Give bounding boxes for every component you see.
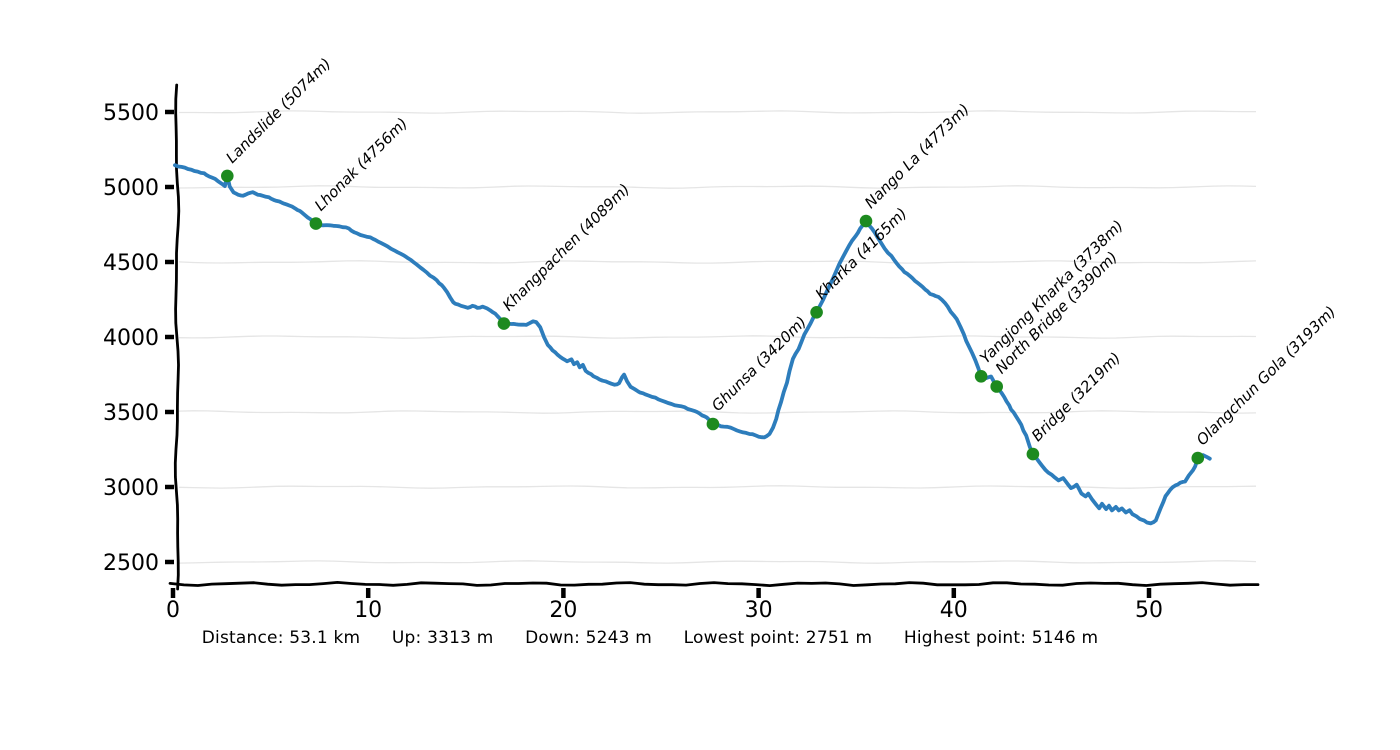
waypoint-label-7: Yangjong Kharka (3738m) [976,217,1127,368]
waypoint-dot-8 [990,380,1003,393]
waypoint-dot-10 [1191,451,1205,465]
waypoint-label-4: Ghunsa (3420m) [708,313,810,415]
y-axis-spine [173,83,181,591]
waypoint-label-10: Olangchun Gola (3193m) [1193,302,1339,448]
y-tick-label-5500: 5500 [103,101,159,126]
waypoint-dot-6 [859,214,873,228]
gridline-5000 [178,185,1257,189]
waypoint-label-3: Khangpachen (4089m) [499,180,633,314]
x-tick-label-0: 0 [166,598,180,623]
stat-distance: Distance: 53.1 km [201,628,361,648]
waypoint-dot-7 [974,370,988,383]
waypoint-label-2: Lhonak (4756m) [311,114,411,214]
waypoint-dot-4 [706,417,720,431]
waypoint-dot-2 [309,217,323,230]
waypoint-label-9: Bridge (3219m) [1028,349,1124,445]
y-tick-label-4500: 4500 [103,251,159,276]
y-tick-label-5000: 5000 [103,176,159,201]
stat-down: Down: 5243 m [525,628,653,648]
stat-highest-point: Highest point: 5146 m [903,628,1099,648]
waypoint-label-1: Landslide (5074m) [222,54,334,166]
gridline-3000 [178,485,1257,489]
waypoint-dot-9 [1026,447,1040,461]
y-tick-label-2500: 2500 [103,551,159,576]
y-tick-label-4000: 4000 [103,326,159,351]
x-tick-label-40: 40 [940,598,968,623]
gridline-2500 [178,560,1257,564]
waypoint-dot-1 [221,169,234,183]
x-tick-label-30: 30 [745,598,773,623]
gridline-4500 [178,260,1257,264]
stat-up: Up: 3313 m [391,628,494,648]
waypoint-dot-5 [810,306,823,319]
x-tick-label-50: 50 [1135,598,1163,623]
x-tick-label-20: 20 [549,598,577,623]
x-tick-label-10: 10 [354,598,382,623]
y-tick-label-3000: 3000 [103,476,159,501]
stat-lowest-point: Lowest point: 2751 m [683,628,873,648]
waypoint-dot-3 [497,317,511,330]
gridline-5500 [179,110,1256,114]
waypoint-label-6: Nango La (4773m) [861,100,973,212]
x-axis-spine [168,580,1260,588]
elevation-line [173,163,1212,526]
gridline-3500 [178,410,1257,414]
stats-bar: Distance: 53.1 km Up: 3313 m Down: 5243 … [0,628,1300,648]
y-tick-label-3500: 3500 [103,401,159,426]
gridline-4000 [178,335,1257,339]
